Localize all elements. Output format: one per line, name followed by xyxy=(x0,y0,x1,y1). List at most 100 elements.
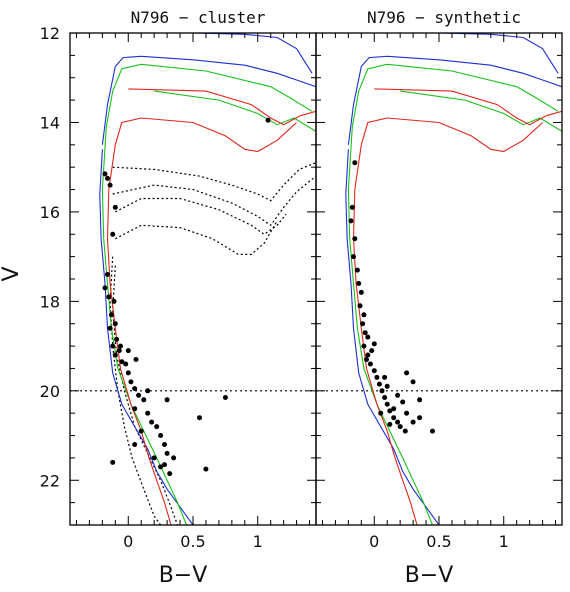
star-point xyxy=(151,455,157,461)
star-point xyxy=(133,357,139,362)
x-axis-label: B−V xyxy=(159,563,208,588)
x-tick-label: 1 xyxy=(499,532,509,551)
star-point xyxy=(102,285,108,291)
blue-isochrone-3 xyxy=(192,33,313,74)
star-point xyxy=(197,415,202,421)
star-point xyxy=(125,348,131,354)
star-point xyxy=(164,397,170,403)
star-point xyxy=(384,401,390,407)
star-point xyxy=(154,424,160,430)
star-point xyxy=(410,419,416,425)
green-isochrone-5 xyxy=(347,126,434,525)
star-point xyxy=(365,352,371,358)
star-point xyxy=(222,395,228,400)
panel-title: N796 − cluster xyxy=(131,8,266,27)
panel-2: 0 0.5 1 B−V N796 − synthetic xyxy=(315,8,563,588)
star-point xyxy=(158,464,164,470)
star-point xyxy=(364,357,369,362)
star-point xyxy=(114,336,120,342)
star-point xyxy=(349,204,355,210)
green-isochrone-6 xyxy=(154,90,316,132)
y-axis-label: V xyxy=(0,266,24,281)
green-isochrone-5 xyxy=(101,126,188,525)
star-point xyxy=(376,381,382,387)
dotted-isochrone-4 xyxy=(115,220,278,255)
star-point xyxy=(118,343,123,349)
star-point xyxy=(105,272,110,277)
star-point xyxy=(119,359,125,365)
star-point xyxy=(369,348,375,354)
y-tick-label: 18 xyxy=(40,292,60,311)
star-point xyxy=(125,370,131,376)
star-point xyxy=(404,410,410,416)
star-point xyxy=(110,459,116,465)
star-point xyxy=(145,410,151,416)
star-point xyxy=(365,334,371,340)
star-point xyxy=(112,352,118,358)
star-point xyxy=(128,379,134,385)
star-point xyxy=(203,466,209,472)
star-point xyxy=(110,231,116,237)
star-point xyxy=(374,374,380,380)
star-point xyxy=(108,312,114,318)
red-isochrone-7 xyxy=(374,88,562,126)
star-point xyxy=(417,397,423,403)
green-isochrone-4 xyxy=(351,63,559,127)
y-tick-label: 16 xyxy=(40,203,60,222)
x-tick-label: 0 xyxy=(369,532,379,551)
red-isochrone-8 xyxy=(114,117,297,153)
star-point xyxy=(400,399,406,405)
blue-isochrone-2 xyxy=(345,149,440,525)
star-point xyxy=(367,361,373,367)
star-point xyxy=(162,462,167,468)
star-point xyxy=(371,341,377,347)
plot-area xyxy=(316,33,562,525)
dotted-isochrone-6 xyxy=(112,265,179,525)
star-point xyxy=(171,455,177,461)
x-tick-label: 0 xyxy=(123,532,133,551)
star-point xyxy=(112,204,118,210)
x-tick-label: 0.5 xyxy=(426,532,451,551)
dotted-isochrone-3 xyxy=(115,197,287,236)
star-point xyxy=(354,267,360,273)
star-point xyxy=(410,379,416,385)
star-point xyxy=(417,415,423,421)
star-point xyxy=(358,289,364,295)
blue-isochrone-2 xyxy=(99,149,194,525)
star-point xyxy=(382,395,388,400)
star-point xyxy=(123,361,129,367)
star-point xyxy=(362,330,368,336)
y-tick-label: 14 xyxy=(40,113,60,132)
star-point xyxy=(371,368,377,374)
star-point xyxy=(395,392,401,398)
star-point xyxy=(132,386,138,392)
panel-1: 0 0.5 1 12 14 16 18 20 22 V B−V N796 − cluster xyxy=(0,8,317,588)
dotted-isochrone-1 xyxy=(112,162,316,202)
red-isochrone-9 xyxy=(106,144,172,525)
star-point xyxy=(145,388,151,394)
star-point xyxy=(404,370,410,376)
red-isochrone-9 xyxy=(352,144,418,525)
x-tick-label: 1 xyxy=(253,532,263,551)
star-point xyxy=(102,171,108,177)
dotted-isochrone-2 xyxy=(112,175,316,227)
star-point xyxy=(397,424,403,430)
y-tick-label: 20 xyxy=(40,382,60,401)
star-point xyxy=(112,321,118,327)
star-point xyxy=(116,348,122,354)
blue-isochrone-1 xyxy=(101,55,316,145)
star-point xyxy=(348,218,354,224)
star-point xyxy=(132,442,138,447)
star-point xyxy=(391,406,397,412)
star-point xyxy=(430,428,435,434)
star-point xyxy=(106,294,112,300)
red-isochrone-7 xyxy=(128,88,316,126)
blue-isochrone-1 xyxy=(347,55,562,145)
star-point xyxy=(158,433,164,438)
star-point xyxy=(111,298,117,304)
star-point xyxy=(379,388,385,394)
star-point xyxy=(265,117,271,123)
green-isochrone-6 xyxy=(400,90,562,132)
star-point xyxy=(378,410,384,416)
